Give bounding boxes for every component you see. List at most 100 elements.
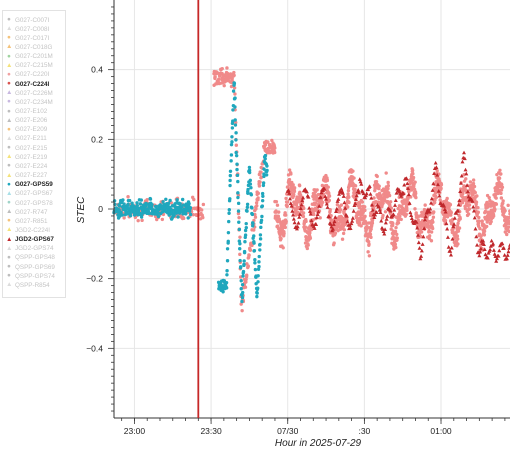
legend-item[interactable]: ● G027-R851 (6, 216, 48, 226)
point-G027-GPS59 (256, 267, 261, 271)
legend-item[interactable]: ▲ G027-E206 (6, 116, 47, 126)
legend-item[interactable]: ● G027-C234M (6, 97, 53, 107)
legend-item[interactable]: ● G027-GPS59 (6, 180, 53, 190)
legend-item[interactable]: ● G027-E215 (6, 143, 47, 153)
legend-item[interactable]: ▲ G027-E227 (6, 171, 47, 181)
legend-item[interactable]: ● G027-C017I (6, 33, 49, 43)
point-G027-C224I (375, 174, 379, 179)
point-JGD2-GPS67 (367, 184, 372, 188)
point-G027-GPS59 (188, 212, 193, 217)
point-G027-C224I (455, 234, 460, 238)
legend-item-label: G027-C201M (15, 53, 53, 61)
legend-item[interactable]: ● G027-C220I (6, 70, 49, 80)
point-G027-GPS59 (126, 202, 130, 206)
legend-item-label: G027-C226M (15, 89, 53, 97)
grid (114, 0, 510, 418)
point-G027-C224I (482, 229, 487, 233)
legend-item[interactable]: ▲ QSPP-R854 (6, 280, 50, 290)
point-G027-C224I (427, 228, 431, 233)
point-G027-GPS59 (258, 237, 263, 241)
point-G027-C224I (256, 191, 261, 196)
point-JGD2-GPS67 (378, 210, 383, 215)
point-JGD2-GPS67 (393, 203, 398, 207)
legend-item[interactable]: ▲ G027-E219 (6, 152, 47, 162)
legend-item-label: JGD2-GPS67 (15, 236, 54, 244)
point-JGD2-GPS67 (442, 207, 447, 212)
point-G027-GPS59 (245, 205, 250, 209)
point-G027-C224I (456, 237, 460, 241)
point-JGD2-GPS67 (344, 213, 349, 218)
point-G027-GPS59 (236, 191, 240, 195)
point-JGD2-GPS67 (328, 222, 333, 226)
point-G027-C224I (352, 176, 356, 180)
legend-item[interactable]: ● G027-GPS78 (6, 198, 53, 208)
point-G027-C224I (358, 204, 362, 208)
point-G027-GPS59 (225, 273, 229, 277)
point-G027-GPS59 (256, 286, 260, 290)
point-G027-C224I (396, 206, 400, 211)
point-G027-C224I (320, 200, 325, 205)
point-JGD2-GPS67 (494, 259, 499, 263)
point-JGD2-GPS67 (329, 224, 334, 229)
point-G027-C224I (353, 191, 357, 195)
legend-item[interactable]: ▲ G027-C226M (6, 88, 53, 98)
legend-item[interactable]: ● G027-C201M (6, 52, 53, 62)
legend-item[interactable]: ▲ JGD2-GPS67 (6, 235, 54, 245)
point-G027-C224I (291, 183, 295, 187)
legend-item[interactable]: ● QSPP-GPS48 (6, 253, 55, 263)
legend-item[interactable]: ▲ G027-E211 (6, 134, 47, 144)
point-G027-C224I (373, 188, 377, 193)
legend-item-label: JGD2-GPS74 (15, 245, 54, 253)
point-G027-GPS59 (228, 173, 233, 178)
point-G027-GPS59 (166, 201, 171, 206)
point-JGD2-GPS67 (416, 233, 421, 237)
point-G027-C224I (303, 225, 308, 229)
legend-item[interactable]: ▲ G027-C215M (6, 61, 53, 71)
point-JGD2-GPS67 (501, 246, 506, 250)
legend-item[interactable]: ▲ G027-R747 (6, 207, 48, 217)
legend-item[interactable]: ● G027-C224I (6, 79, 49, 89)
point-JGD2-GPS67 (323, 194, 328, 199)
point-G027-GPS59 (248, 182, 253, 186)
legend-item[interactable]: ▲ JGD2-GPS74 (6, 244, 54, 254)
legend-item[interactable]: ● QSPP-GPS69 (6, 262, 55, 272)
legend-item[interactable]: ● G027-E209 (6, 125, 47, 135)
point-G027-GPS59 (235, 173, 240, 178)
point-JGD2-GPS67 (318, 194, 323, 199)
point-G027-C224I (296, 210, 300, 215)
point-G027-C224I (308, 236, 313, 240)
point-G027-C224I (247, 253, 251, 257)
point-G027-C224I (384, 171, 388, 175)
point-G027-C224I (366, 250, 370, 254)
point-G027-GPS59 (226, 239, 230, 244)
point-JGD2-GPS67 (445, 226, 450, 231)
point-G027-GPS59 (250, 212, 255, 217)
point-G027-GPS59 (240, 282, 245, 287)
point-G027-C224I (201, 202, 206, 207)
legend-item[interactable]: ● G027-E224 (6, 161, 47, 171)
point-JGD2-GPS67 (409, 213, 414, 217)
point-G027-C224I (145, 197, 149, 202)
point-G027-C224I (507, 216, 510, 220)
point-G027-C224I (308, 231, 312, 235)
point-G027-C224I (393, 229, 398, 234)
point-JGD2-GPS67 (377, 207, 382, 212)
legend-item[interactable]: ● G027-E102 (6, 107, 47, 117)
point-G027-C224I (341, 231, 346, 236)
legend-item[interactable]: ▲ G027-GPS67 (6, 189, 53, 199)
point-G027-GPS59 (231, 108, 235, 112)
point-G027-C224I (411, 175, 416, 180)
legend-item[interactable]: ▲ JGD2-C224I (6, 225, 50, 235)
point-JGD2-GPS67 (315, 212, 320, 216)
legend-item[interactable]: ● QSPP-GPS74 (6, 271, 55, 281)
point-JGD2-GPS67 (478, 246, 483, 251)
legend-item[interactable]: ● G027-C007I (6, 15, 49, 25)
legend-item[interactable]: ▲ G027-C018G (6, 42, 52, 52)
point-G027-C224I (256, 196, 260, 200)
legend-item[interactable]: ▲ G027-C008I (6, 24, 49, 34)
point-G027-C224I (386, 184, 391, 188)
point-G027-C224I (217, 77, 221, 81)
point-JGD2-GPS67 (296, 220, 301, 225)
point-G027-C224I (281, 246, 285, 250)
point-JGD2-GPS67 (324, 201, 329, 206)
